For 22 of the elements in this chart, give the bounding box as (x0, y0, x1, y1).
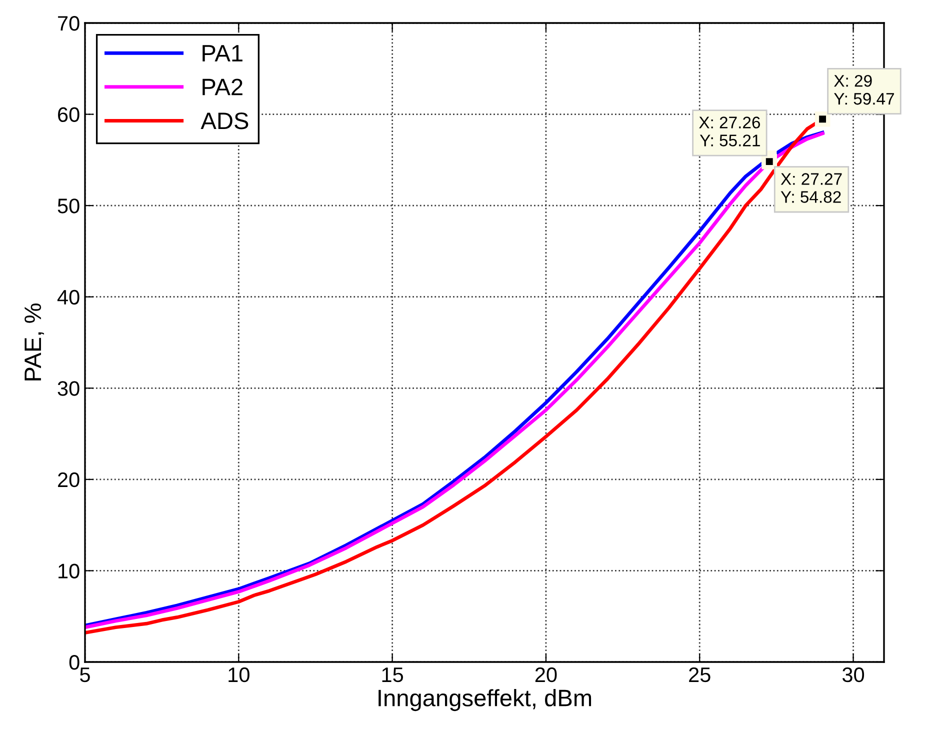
y-tick-label: 20 (58, 472, 80, 488)
x-tick-label: 5 (80, 668, 90, 682)
legend-label: PA2 (202, 78, 242, 96)
x-tick-label: 20 (535, 667, 557, 682)
x-tick-label: 10 (228, 667, 250, 682)
y-tick-label: 70 (58, 16, 80, 31)
y-tick-label: 10 (58, 564, 80, 578)
y-tick-label: 30 (58, 381, 80, 396)
annotation: X: 27.27 Y: 54.82 (780, 173, 842, 203)
annotation: X: 29 Y: 59.47 (834, 74, 894, 105)
y-axis-title: PAE, % (24, 304, 44, 380)
y-tick-label: 0 (69, 655, 80, 670)
x-tick-label: 25 (689, 667, 710, 682)
x-axis-title: Inngangseffekt, dBm (378, 689, 592, 712)
annotation: X: 27.26 Y: 55.21 (699, 116, 760, 146)
y-tick-label: 50 (58, 198, 80, 214)
x-tick-label: 30 (842, 667, 864, 682)
y-tick-label: 60 (58, 107, 80, 122)
legend-label: PA1 (202, 45, 242, 62)
x-tick-label: 15 (382, 668, 404, 682)
y-tick-label: 40 (57, 290, 80, 305)
legend-label: ADS (200, 112, 248, 130)
